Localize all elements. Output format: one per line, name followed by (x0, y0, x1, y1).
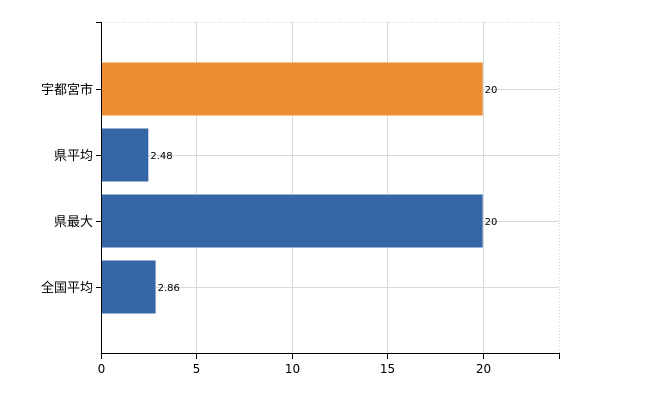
category-label: 県最大 (54, 215, 93, 230)
category-label: 全国平均 (41, 280, 93, 296)
data-label: 2.86 (158, 283, 180, 294)
data-label: 20 (485, 85, 498, 96)
bar (101, 62, 483, 116)
x-tick-label: 10 (285, 362, 300, 376)
x-tick-label: 20 (476, 362, 491, 376)
x-tick-label: 0 (98, 362, 106, 376)
bar (101, 260, 156, 314)
category-label: 県平均 (54, 149, 93, 164)
bars (101, 62, 483, 314)
bar (101, 194, 483, 248)
category-label: 宇都宮市 (41, 82, 93, 98)
x-tick-label: 15 (380, 362, 395, 376)
bar (101, 128, 149, 182)
data-label: 20 (485, 217, 498, 228)
x-tick-label: 5 (193, 362, 201, 376)
data-label: 2.48 (150, 151, 172, 162)
data-labels: 20 2.48 20 2.86 (150, 85, 497, 294)
